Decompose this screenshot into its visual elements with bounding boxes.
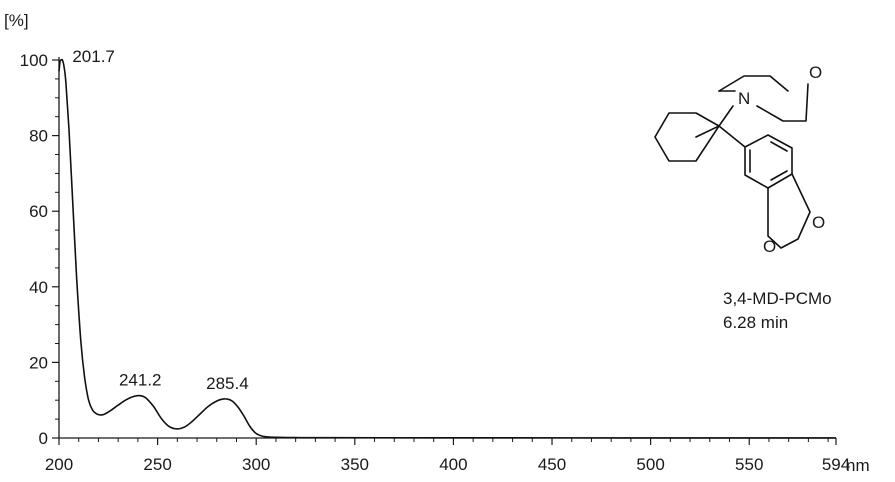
y-tick-label: 20 <box>29 353 48 372</box>
benzene-inner-2 <box>770 170 788 181</box>
peak-labels: 201.7 241.2 285.4 <box>72 47 248 393</box>
peak-label: 201.7 <box>72 47 115 66</box>
cyclohexane-ring <box>654 112 720 162</box>
retention-time: 6.28 min <box>723 313 788 332</box>
x-tick-label: 300 <box>242 455 270 474</box>
oxygen-dioxole-label-2: O <box>763 237 776 256</box>
x-tick-label: 594 <box>822 455 850 474</box>
peak-label: 285.4 <box>206 374 249 393</box>
oxygen-morpholine-label: O <box>809 63 822 82</box>
x-tick-label: 550 <box>735 455 763 474</box>
bond-c-benzene <box>718 125 746 148</box>
x-tick-label: 500 <box>636 455 664 474</box>
spectrum-line <box>58 58 836 439</box>
y-tick-label: 80 <box>29 127 48 146</box>
y-axis-ticks: 0 20 40 60 80 100 <box>20 51 59 448</box>
y-tick-label: 60 <box>29 202 48 221</box>
y-tick-label: 40 <box>29 278 48 297</box>
peak-label: 241.2 <box>119 371 162 390</box>
bond-c-cyclo <box>695 125 720 138</box>
x-tick-label: 450 <box>538 455 566 474</box>
benzene-ring <box>744 134 793 189</box>
x-tick-label: 350 <box>341 455 369 474</box>
x-tick-label: 200 <box>45 455 73 474</box>
benzene-inner-1 <box>770 141 788 152</box>
y-tick-label: 100 <box>20 51 48 70</box>
molecule-structure-drawing <box>654 75 811 249</box>
nitrogen-atom-label: N <box>738 89 750 108</box>
x-tick-label: 400 <box>439 455 467 474</box>
morpholine-ring-lower <box>756 83 809 122</box>
dioxole-ring <box>767 173 811 249</box>
y-axis-unit: [%] <box>4 11 29 30</box>
bond-n-c <box>718 105 734 127</box>
morpholine-ring <box>718 75 789 92</box>
y-tick-label: 0 <box>39 429 48 448</box>
x-axis-unit: nm <box>846 456 870 475</box>
x-tick-label: 250 <box>143 455 171 474</box>
compound-name: 3,4-MD-PCMo <box>723 289 832 308</box>
x-axis-ticks: 200 250 300 350 400 450 500 550 594 <box>45 438 850 474</box>
oxygen-dioxole-label-1: O <box>812 213 825 232</box>
